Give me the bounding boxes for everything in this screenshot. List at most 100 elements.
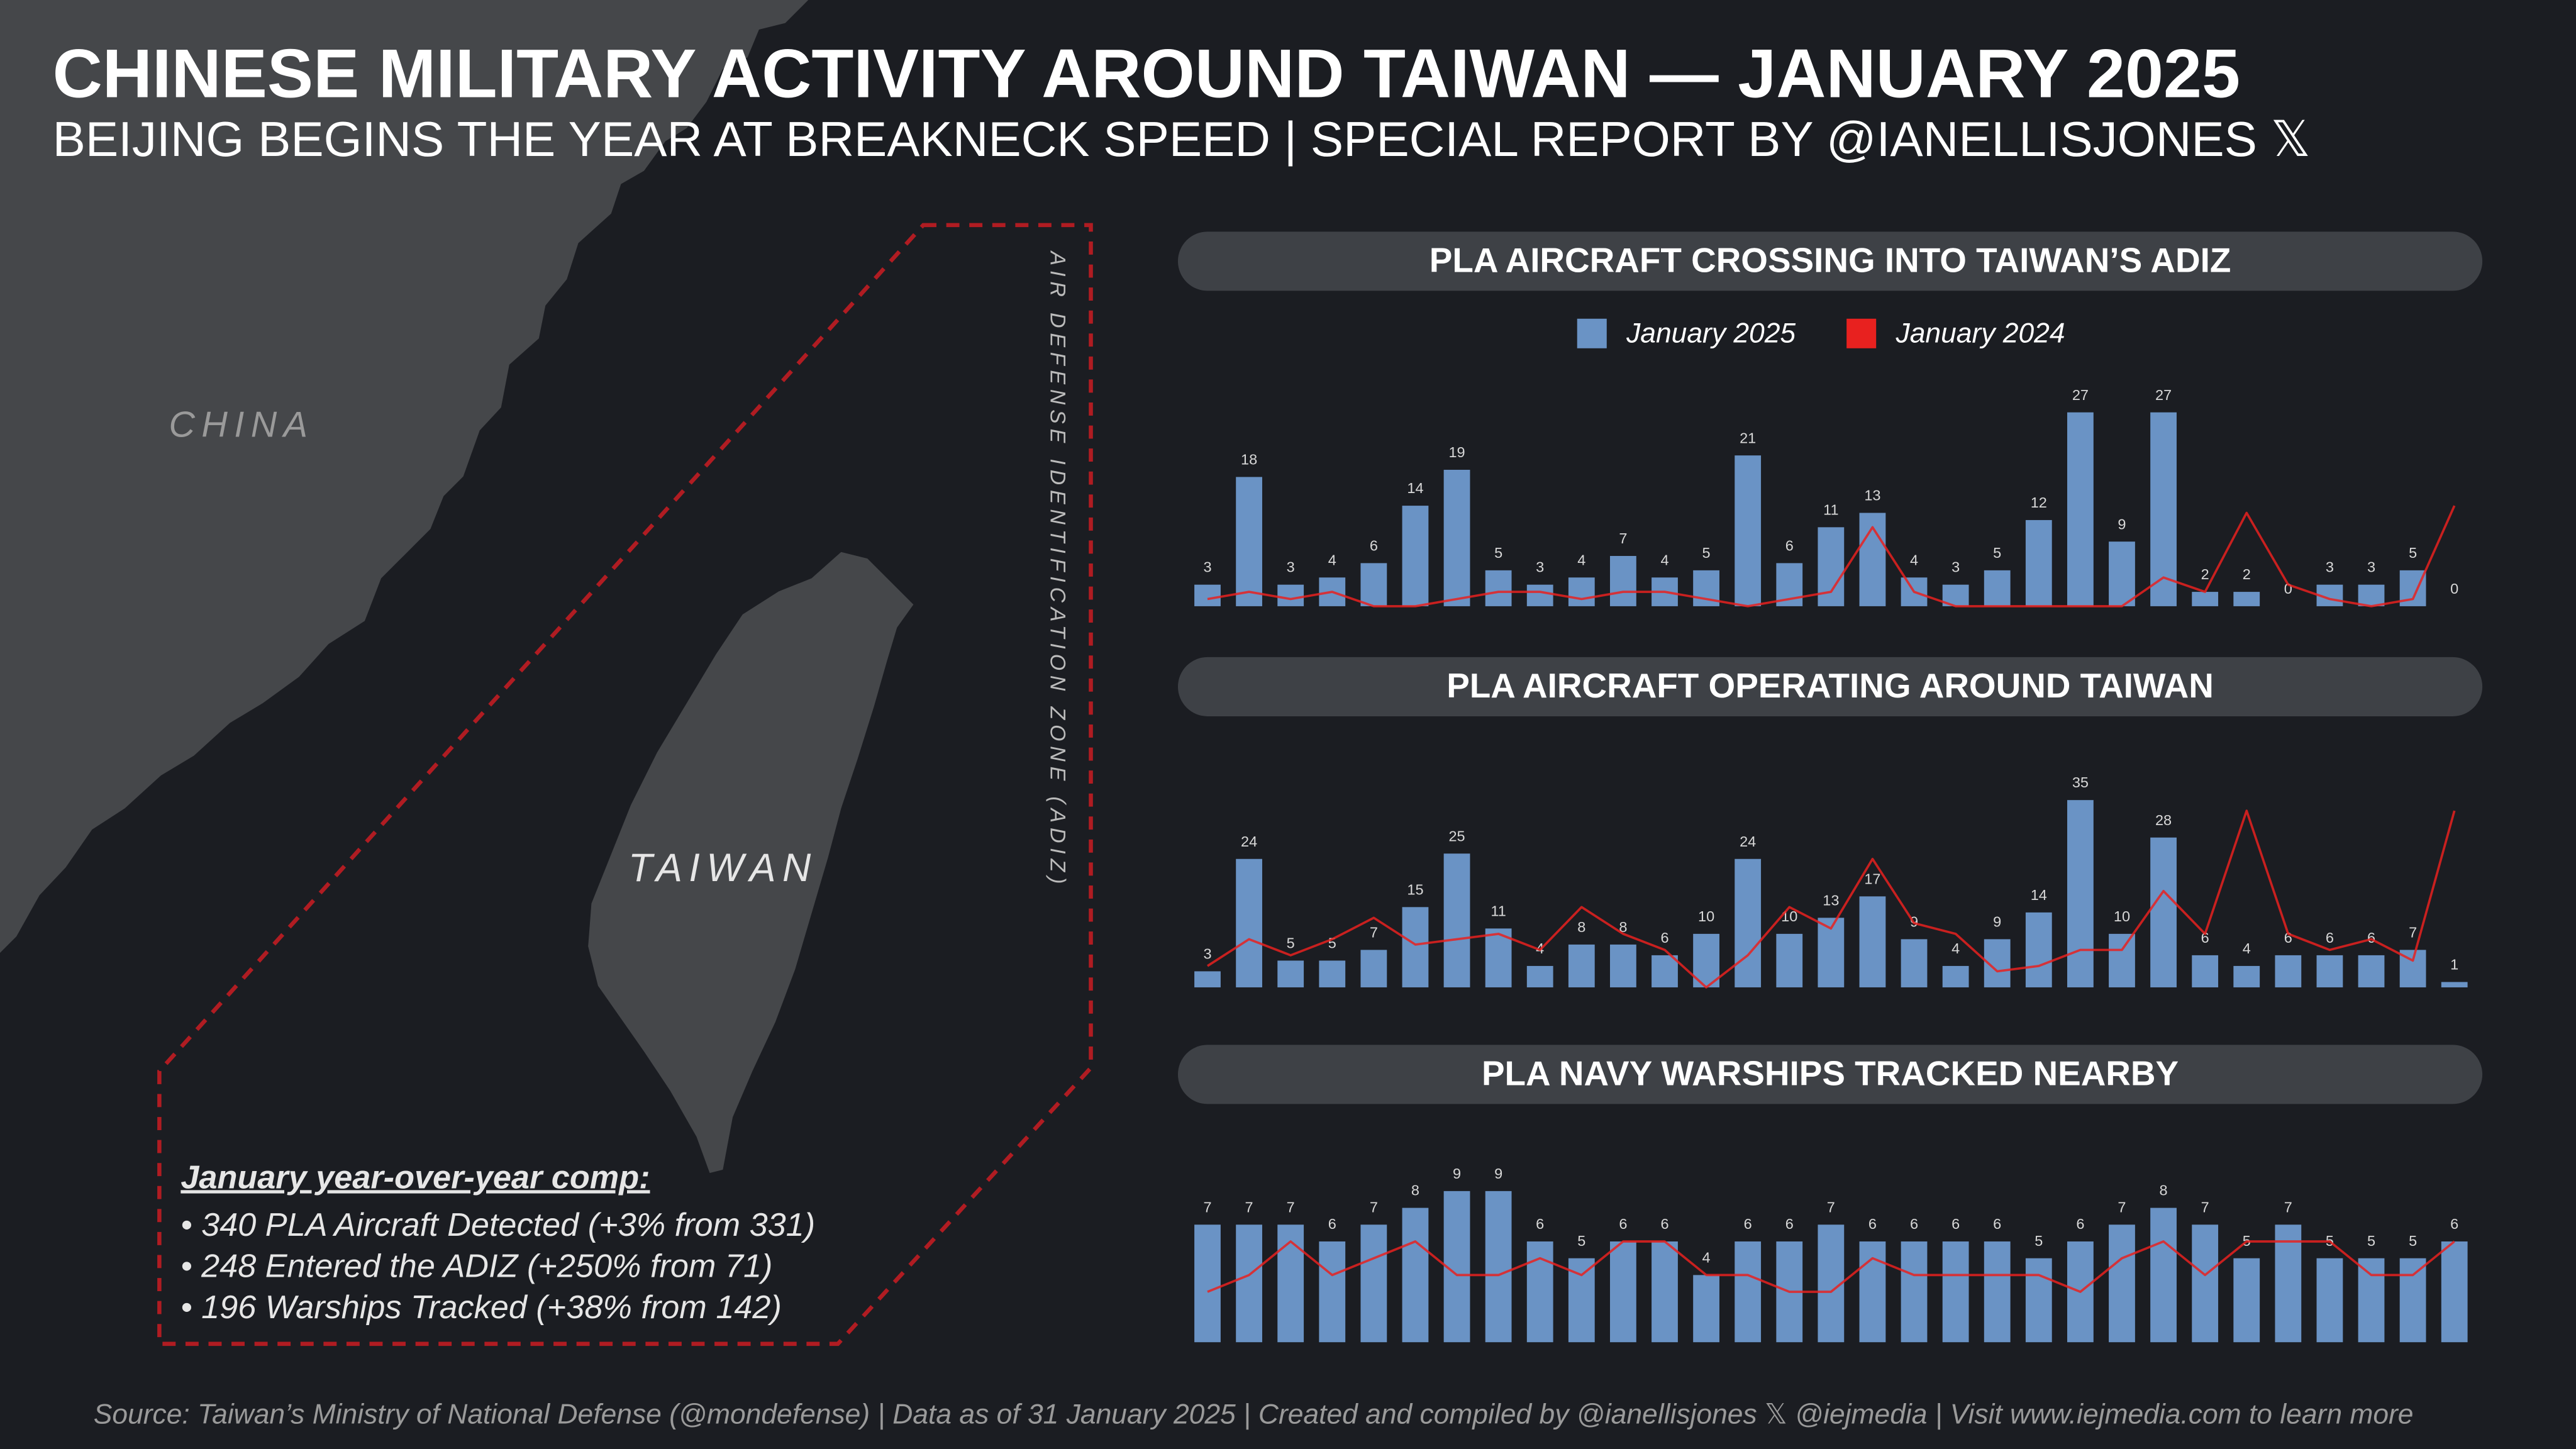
value-label: 6 xyxy=(2450,1216,2458,1232)
bar xyxy=(1776,933,1803,987)
bar xyxy=(2192,1224,2219,1343)
value-label: 15 xyxy=(1407,881,1423,897)
value-label: 6 xyxy=(1660,1216,1668,1232)
bar xyxy=(1901,939,1928,987)
bar xyxy=(1526,584,1553,606)
bar xyxy=(1402,1208,1429,1343)
bar xyxy=(1735,455,1762,606)
value-label: 4 xyxy=(2243,940,2251,957)
bar xyxy=(2358,955,2385,987)
value-label: 7 xyxy=(2284,1199,2292,1215)
bar xyxy=(2316,1258,2343,1343)
bar xyxy=(1443,470,1470,606)
value-label: 3 xyxy=(1951,559,1960,575)
adiz-boundary xyxy=(157,223,1093,1346)
bar xyxy=(2358,584,2385,606)
bar xyxy=(1652,1241,1678,1343)
value-label: 17 xyxy=(1864,870,1880,887)
value-label: 5 xyxy=(2367,1233,2375,1249)
bar xyxy=(2233,1258,2260,1343)
value-label: 12 xyxy=(2031,494,2047,511)
bar xyxy=(1402,506,1429,606)
value-label: 8 xyxy=(2160,1182,2168,1199)
bar xyxy=(2233,592,2260,606)
bar xyxy=(1901,1241,1928,1343)
value-label: 6 xyxy=(1993,1216,2001,1232)
bar xyxy=(1402,907,1429,987)
value-label: 8 xyxy=(1411,1182,1419,1199)
value-label: 7 xyxy=(1370,924,1378,940)
value-label: 24 xyxy=(1241,833,1257,850)
bar xyxy=(1568,944,1595,987)
legend-label: January 2025 xyxy=(1626,318,1796,349)
comparison-heading: January year-over-year comp: xyxy=(180,1159,650,1196)
bar xyxy=(1526,1241,1553,1343)
bar xyxy=(1610,1241,1636,1343)
bar xyxy=(1443,853,1470,987)
value-label: 6 xyxy=(1370,538,1378,554)
value-label: 7 xyxy=(2201,1199,2209,1215)
panel-header xyxy=(1177,231,2483,291)
value-label: 6 xyxy=(1660,930,1668,946)
bar xyxy=(2109,541,2135,606)
value-label: 19 xyxy=(1448,444,1465,460)
value-label: 6 xyxy=(2367,930,2375,946)
value-label: 7 xyxy=(1245,1199,1253,1215)
legend-swatch xyxy=(1577,318,1607,348)
bar xyxy=(1984,570,2011,606)
value-label: 5 xyxy=(2409,545,2417,561)
bar xyxy=(2233,965,2260,987)
value-label: 6 xyxy=(1536,1216,1544,1232)
value-label: 5 xyxy=(1494,545,1502,561)
bar xyxy=(2067,412,2094,606)
value-label: 3 xyxy=(1203,559,1211,575)
value-label: 9 xyxy=(2118,516,2126,532)
value-label: 13 xyxy=(1864,487,1880,504)
china-landmass xyxy=(0,0,809,953)
value-label: 6 xyxy=(1868,1216,1877,1232)
value-label: 4 xyxy=(1702,1249,1711,1265)
value-label: 6 xyxy=(1328,1216,1336,1232)
bar xyxy=(2275,955,2302,987)
value-label: 21 xyxy=(1740,430,1756,446)
bar xyxy=(2150,412,2177,606)
line xyxy=(1207,809,2456,989)
value-label: 3 xyxy=(2326,559,2334,575)
value-label: 8 xyxy=(1619,919,1627,935)
value-label: 8 xyxy=(1577,919,1585,935)
value-label: 11 xyxy=(1823,501,1838,518)
value-label: 25 xyxy=(1448,828,1465,844)
bar xyxy=(1236,477,1262,606)
bar xyxy=(1859,896,1886,987)
value-label: 0 xyxy=(2450,580,2458,597)
value-label: 7 xyxy=(1203,1199,1211,1215)
bar xyxy=(1194,1224,1221,1343)
bar xyxy=(1984,1241,2011,1343)
value-label: 6 xyxy=(1744,1216,1752,1232)
value-label: 14 xyxy=(2031,887,2047,903)
bar xyxy=(1319,1241,1346,1343)
main-title: CHINESE MILITARY ACTIVITY AROUND TAIWAN … xyxy=(53,35,2240,112)
bar xyxy=(1277,584,1304,606)
bar xyxy=(2109,1224,2135,1343)
value-label: 4 xyxy=(1577,552,1585,568)
value-label: 9 xyxy=(1993,913,2001,930)
value-label: 7 xyxy=(1827,1199,1835,1215)
bar xyxy=(2358,1258,2385,1343)
value-label: 13 xyxy=(1823,892,1839,908)
bar xyxy=(2025,912,2052,987)
value-label: 5 xyxy=(1702,545,1711,561)
value-label: 7 xyxy=(2409,924,2417,940)
bar xyxy=(2441,1241,2468,1343)
bar xyxy=(2399,1258,2426,1343)
value-label: 7 xyxy=(1370,1199,1378,1215)
bar xyxy=(1194,971,1221,987)
value-label: 6 xyxy=(2076,1216,2084,1232)
chart-title: PLA NAVY WARSHIPS TRACKED NEARBY xyxy=(1482,1054,2179,1093)
bar xyxy=(2067,800,2094,987)
bar xyxy=(1277,960,1304,987)
value-label: 4 xyxy=(1660,552,1668,568)
source-note: Source: Taiwan’s Ministry of National De… xyxy=(94,1399,2414,1430)
bar xyxy=(2192,955,2219,987)
comparison-item: • 340 PLA Aircraft Detected (+3% from 33… xyxy=(180,1207,815,1243)
